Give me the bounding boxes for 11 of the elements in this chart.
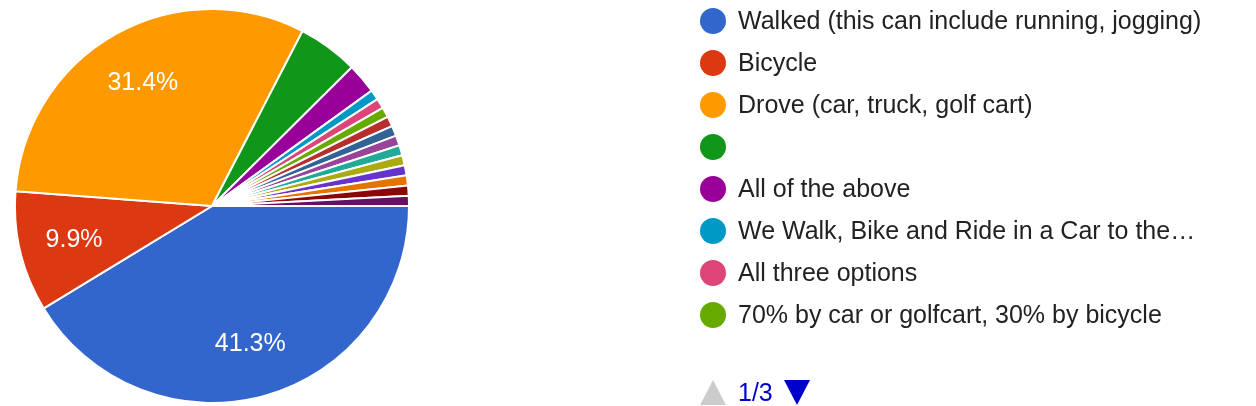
legend-label: All three options (738, 258, 918, 286)
legend-label: Drove (car, truck, golf cart) (738, 90, 1033, 118)
legend-label: All of the above (738, 174, 911, 202)
legend-label: We Walk, Bike and Ride in a Car to the… (738, 216, 1196, 244)
data-label: 31.4% (107, 67, 179, 96)
text: 1/3 (738, 378, 773, 406)
data-label: 9.9% (45, 224, 103, 253)
legend-label: 70% by car or golfcart, 30% by bicycle (738, 300, 1162, 328)
legend-label: Walked (this can include running, jogging) (738, 6, 1202, 34)
data-label: 41.3% (214, 327, 286, 356)
legend-label: Bicycle (738, 48, 818, 76)
